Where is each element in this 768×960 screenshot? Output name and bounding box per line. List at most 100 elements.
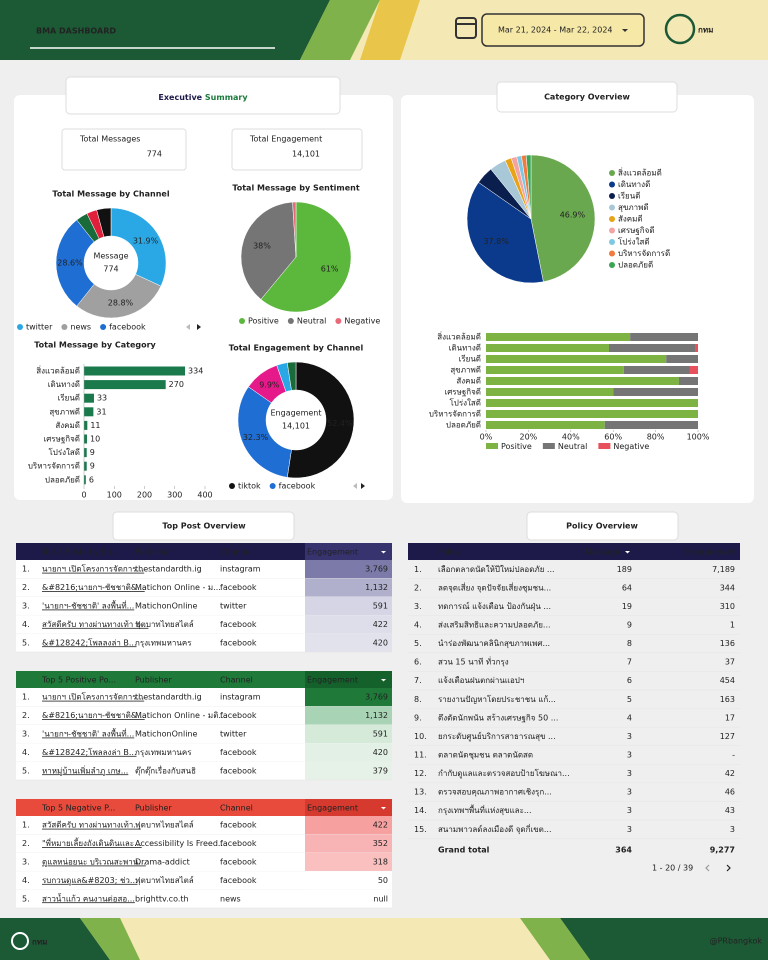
- message-count: 3: [627, 825, 632, 834]
- engagement-cell: [305, 596, 392, 616]
- grand-total-engagement: 9,277: [710, 846, 735, 855]
- title-word: Executive: [158, 93, 202, 102]
- value-label: 270: [169, 380, 184, 389]
- legend-swatch: [598, 443, 611, 449]
- prev-page[interactable]: [705, 864, 710, 872]
- legend-label: Neutral: [297, 317, 327, 326]
- post-link[interactable]: หาหมู่บ้านเพิ่มลำภู เกษ...: [42, 764, 128, 776]
- title-box: [65, 76, 341, 115]
- channel: facebook: [220, 583, 257, 592]
- legend-pager: [361, 483, 365, 489]
- publisher: MatichonOnline: [135, 730, 197, 739]
- legend-label: tiktok: [238, 482, 261, 491]
- engagement: 344: [720, 583, 735, 592]
- bar-segment: [486, 344, 609, 352]
- row-number: 4.: [22, 620, 30, 629]
- post-link[interactable]: นายกฯ เปิดโครงการจัดการ...: [42, 692, 144, 702]
- channel: facebook: [220, 821, 257, 830]
- category-label: โปร่งใสดี: [48, 447, 80, 457]
- center-title: Engagement: [270, 409, 321, 418]
- engagement: 422: [373, 821, 388, 830]
- table-row: [16, 834, 392, 853]
- engagement: 420: [373, 638, 388, 647]
- row-number: 3.: [22, 602, 30, 611]
- legend-label: Neutral: [558, 442, 588, 451]
- x-tick-label: 20%: [520, 433, 538, 442]
- message-count: 8: [627, 639, 632, 648]
- row-number: 1.: [22, 565, 30, 574]
- bar-segment: [486, 388, 614, 396]
- post-link[interactable]: &#128242;โพลลงล่า B...: [42, 637, 137, 647]
- kpi-card: [231, 128, 363, 171]
- engagement: null: [373, 894, 388, 903]
- footer-logo: กทม: [32, 938, 47, 947]
- section-title: Top Post Overview: [162, 522, 246, 531]
- channel: twitter: [220, 602, 247, 611]
- bar-segment: [630, 333, 698, 341]
- engagement: 1,132: [365, 711, 388, 720]
- table-row: [16, 633, 392, 652]
- category-label: สิ่งแวดล้อมดี: [437, 331, 481, 342]
- engagement: 420: [373, 748, 388, 757]
- legend-swatch: [609, 262, 615, 268]
- pie-slice: [237, 386, 292, 478]
- legend-label: twitter: [26, 323, 53, 332]
- post-link[interactable]: &#8216;นายกฯ-ชัชชาติ&...: [42, 711, 145, 720]
- next-page[interactable]: [726, 864, 731, 872]
- category-label: เศรษฐกิจดี: [444, 388, 481, 397]
- slice-label: 28.8%: [108, 298, 134, 307]
- column-header: Top 5 Posts by En...: [41, 548, 119, 557]
- grand-total-label: Grand total: [438, 846, 490, 855]
- bar-segment: [604, 421, 698, 429]
- policy-name: ตลาดนัดชุมชน ตลาดนัดสด: [438, 750, 533, 759]
- publisher: MatichonOnline: [135, 602, 197, 611]
- row-number: 4.: [22, 876, 30, 885]
- post-link[interactable]: &#8216;นายกฯ-ชัชชาติ&...: [42, 583, 145, 592]
- date-picker[interactable]: [481, 13, 645, 47]
- category-label: เดินทางดี: [449, 344, 481, 353]
- legend-pager: [197, 324, 201, 330]
- engagement: 591: [373, 730, 388, 739]
- legend-label: Positive: [248, 317, 279, 326]
- message-count: 7: [627, 658, 632, 667]
- legend-label: news: [70, 323, 91, 332]
- executive-panel: [14, 95, 393, 500]
- message-count: 6: [627, 676, 632, 685]
- calendar-icon: [455, 17, 477, 39]
- post-link[interactable]: &#128242;โพลลงล่า B...: [42, 747, 137, 757]
- engagement-cell: [305, 615, 392, 634]
- bar-segment: [689, 366, 698, 374]
- post-link[interactable]: 'นายกฯ-ชัชชาติ' ลงพื้นที่...: [42, 600, 134, 611]
- post-link[interactable]: สวัสดีครับ ทางผ่านทางเท้า b...: [42, 620, 148, 629]
- x-tick-label: 200: [137, 491, 152, 500]
- engagement-cell: [305, 834, 392, 853]
- post-link[interactable]: 'นายกฯ-ชัชชาติ' ลงพื้นที่...: [42, 728, 134, 739]
- post-link[interactable]: สวัสดีครับ ทางผ่านทางเท้า...: [42, 821, 141, 830]
- engagement: 3,769: [365, 565, 388, 574]
- post-link[interactable]: ดูแลหน่อยนะ บริเวณสะพาน...: [42, 858, 146, 868]
- slice-label: 28.6%: [57, 259, 83, 268]
- table-header: [16, 671, 392, 688]
- row-number: 4.: [22, 748, 30, 757]
- x-tick-label: 80%: [647, 433, 665, 442]
- table-row: [16, 706, 392, 725]
- post-link[interactable]: "พี่หมายเลี้ยงถังเดินดินและ...: [42, 837, 142, 848]
- post-link[interactable]: รบกวนดูแล&#8203; ช่ว...: [42, 876, 138, 886]
- post-link[interactable]: สาวน้ำแก้ว คนงานต่อสอ...: [42, 892, 135, 903]
- post-link[interactable]: นายกฯ เปิดโครงการจัดการ...: [42, 564, 144, 574]
- pie-slice: [260, 201, 352, 313]
- slice-label: 9.9%: [259, 380, 280, 389]
- table-row: [16, 743, 392, 762]
- pie-slice: [525, 154, 532, 220]
- bar: [84, 461, 87, 471]
- bar-segment: [608, 344, 696, 352]
- title-word: Summary: [202, 93, 248, 102]
- legend-swatch: [269, 483, 276, 489]
- table-row: [16, 724, 392, 744]
- table-row: [16, 816, 392, 835]
- x-tick-label: 60%: [604, 433, 622, 442]
- category-label: เดินทางดี: [48, 380, 80, 389]
- table-header-sort: [305, 671, 392, 688]
- row-number: 2.: [22, 711, 30, 720]
- x-tick-label: 0%: [480, 433, 493, 442]
